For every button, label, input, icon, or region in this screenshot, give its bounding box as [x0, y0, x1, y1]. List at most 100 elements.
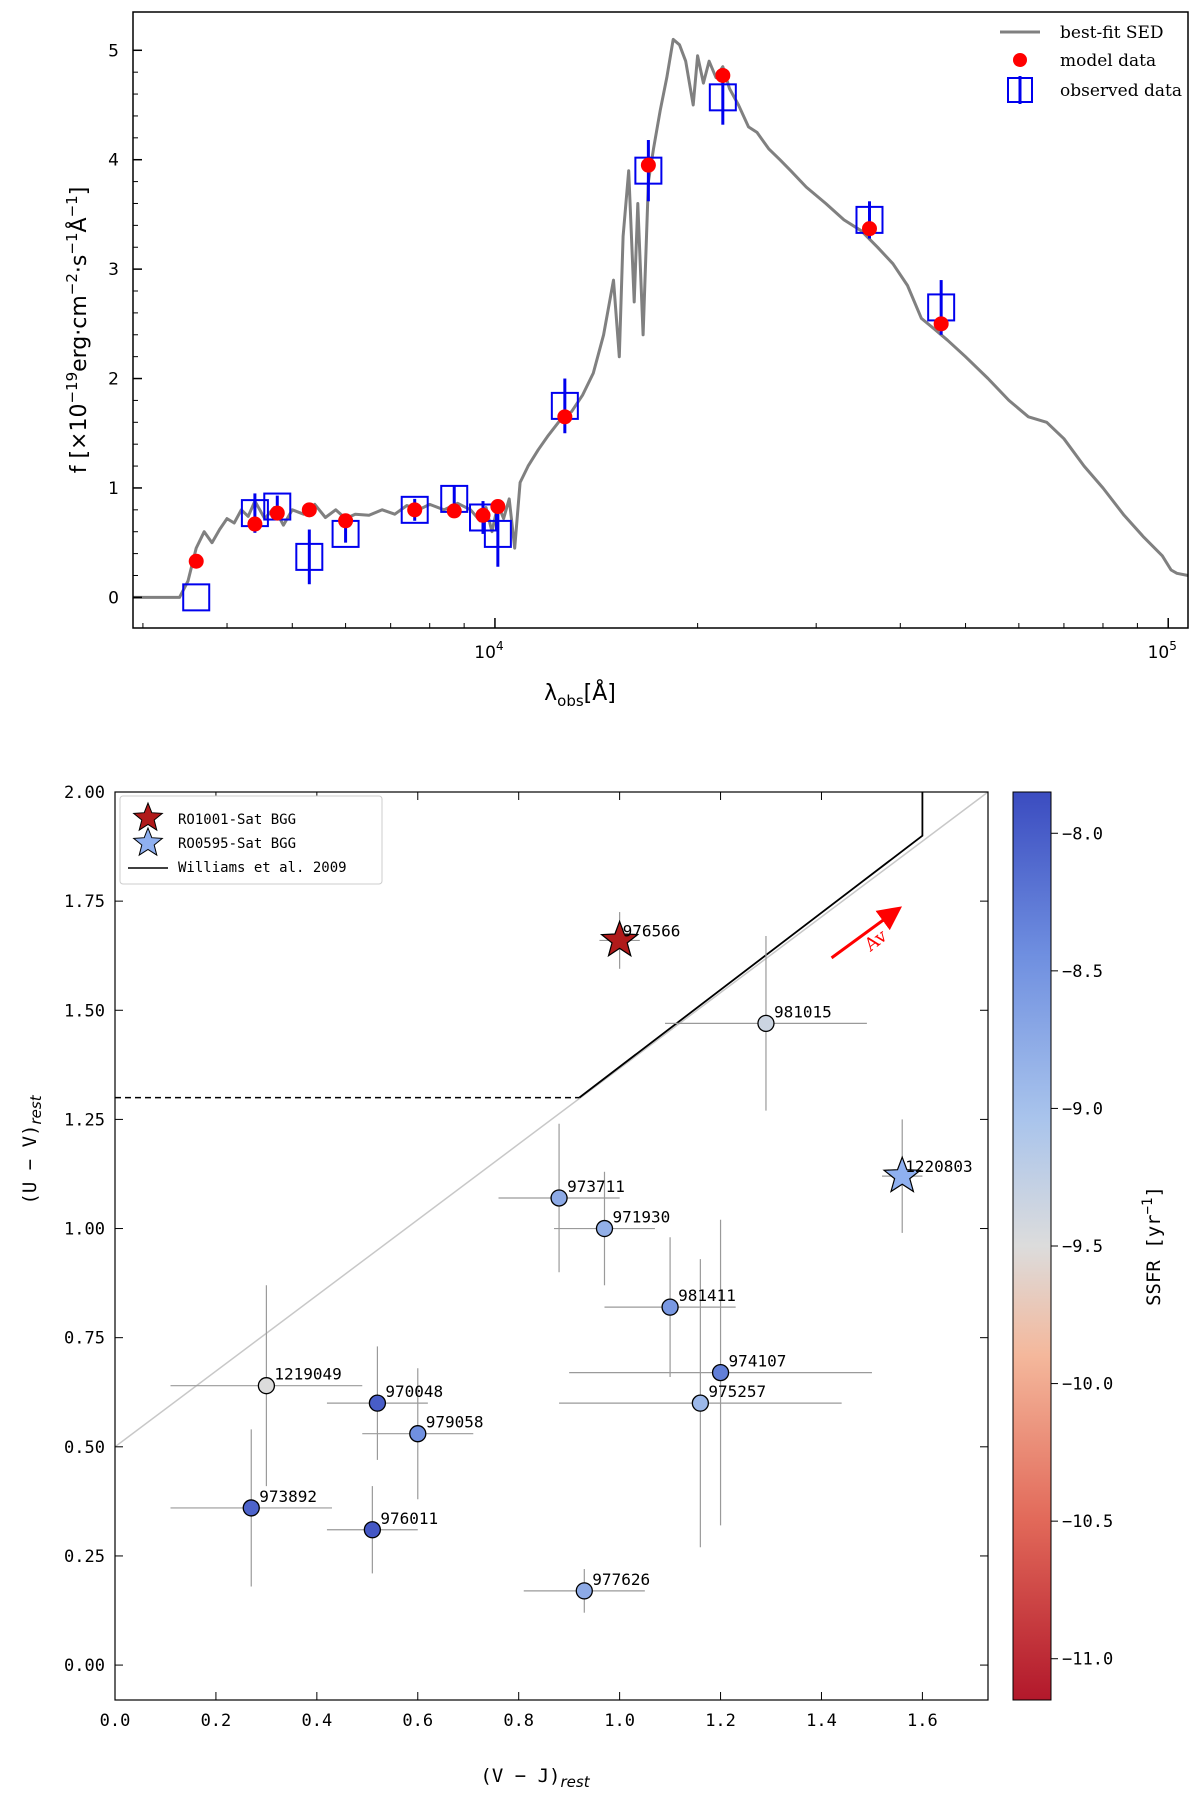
star-label-1220803: 1220803: [905, 1157, 972, 1176]
observed-point-0: [182, 583, 211, 612]
star-1220803: [882, 1155, 922, 1193]
uvj-x-axis-label: (V − J)rest: [480, 1765, 590, 1791]
galaxy-point-975257: [691, 1394, 710, 1412]
uvj-x-tick-label: 0.4: [301, 1711, 332, 1731]
galaxy-point-973892: [242, 1499, 260, 1517]
uvj-legend-box: [119, 795, 383, 885]
uvj-x-axis-label-main: (V − J): [480, 1765, 560, 1787]
uvj-y-tick-label: 2.00: [64, 783, 105, 803]
galaxy-point-970048: [368, 1394, 387, 1412]
galaxy-label-974107: 974107: [729, 1352, 787, 1371]
legend-star-red-icon: [132, 801, 164, 832]
observed-point-5: [400, 495, 429, 524]
uvj-x-tick-label: 1.0: [604, 1711, 635, 1731]
model-point-2: [269, 505, 285, 521]
uvj-y-tick-label: 1.00: [64, 1220, 105, 1240]
colorbar-tick-label: −9.5: [1062, 1237, 1103, 1257]
galaxy-label-971930: 971930: [612, 1208, 670, 1227]
sed-x-tick-label: 104: [474, 639, 503, 663]
sed-chart: 0 1 2 3 4 5 104 105 f [×10−19erg·cm−2·s−1Å−1] λ…: [63, 11, 1189, 710]
uvj-y-axis-label-main: (U − V): [19, 1125, 41, 1205]
galaxy-label-1219049: 1219049: [274, 1365, 341, 1384]
sed-axes: 0 1 2 3 4 5 104 105: [108, 11, 1189, 663]
colorbar-tick-label: −8.5: [1062, 962, 1103, 982]
galaxy-point-1219049: [257, 1377, 276, 1395]
galaxy-point-977626: [575, 1582, 593, 1600]
model-point-12: [861, 221, 877, 237]
galaxy-label-981411: 981411: [678, 1286, 736, 1305]
model-point-7: [475, 507, 491, 523]
star-976566: [599, 919, 640, 958]
uvj-y-tick-label: 1.50: [64, 1001, 105, 1021]
sed-x-axis-label: λobs[Å]: [544, 679, 616, 710]
model-point-13: [933, 316, 949, 332]
uvj-y-tick-label: 0.25: [64, 1547, 105, 1567]
sed-y-tick-label: 3: [108, 260, 119, 280]
model-point-5: [407, 502, 423, 518]
av-arrow-label: Av: [860, 925, 892, 956]
galaxy-point-974107: [711, 1363, 730, 1382]
uvj-chart: 981015 973711 971930 981411 974107 975257 1219…: [19, 783, 1165, 1791]
model-point-0: [188, 553, 204, 569]
colorbar-tick-label: −8.0: [1062, 824, 1103, 844]
galaxy-label-975257: 975257: [708, 1382, 766, 1401]
ssfr-colorbar: −8.0 −8.5 −9.0 −9.5 −10.0 −10.5 −11.0 SSFR [yr…: [1012, 791, 1165, 1701]
galaxy-label-973892: 973892: [259, 1487, 317, 1506]
model-point-11: [715, 67, 731, 83]
legend-label-williams: Williams et al. 2009: [178, 860, 347, 876]
uvj-diagonal-line: [114, 791, 989, 1448]
legend-label-ro1001: RO1001-Sat BGG: [178, 812, 296, 828]
galaxy-point-976011: [363, 1521, 382, 1539]
williams-line: [578, 792, 924, 1099]
uvj-y-tick-label: 1.75: [64, 892, 105, 912]
model-point-1: [247, 516, 263, 532]
colorbar-tick-label: −10.5: [1062, 1512, 1113, 1532]
legend-model-marker: [1013, 53, 1027, 67]
model-point-3: [301, 502, 317, 518]
uvj-y-tick-label: 0.50: [64, 1438, 105, 1458]
uvj-axes: 0.0 0.2 0.4 0.6 0.8 1.0 1.2 1.4 1.6 0.00 0.25 0.50 0…: [64, 783, 989, 1731]
legend-label-observed: observed data: [1060, 81, 1182, 101]
sed-legend: best-fit SED model data observed data: [1000, 23, 1182, 104]
colorbar-tick-label: −10.0: [1062, 1375, 1113, 1395]
uvj-y-axis-label-sub: rest: [27, 1094, 45, 1124]
uvj-x-tick-label: 1.2: [705, 1711, 736, 1731]
colorbar-ticks: −8.0 −8.5 −9.0 −9.5 −10.0 −10.5 −11.0: [1051, 824, 1113, 1670]
galaxy-label-976011: 976011: [380, 1509, 438, 1528]
legend-label-ro0595: RO0595-Sat BGG: [178, 836, 296, 852]
observed-data-layer: [182, 69, 956, 612]
sed-y-tick-label: 4: [108, 151, 119, 171]
uvj-y-axis-label: (U − V)rest: [19, 1094, 45, 1204]
colorbar-gradient: [1012, 791, 1052, 1701]
galaxy-point-979058: [409, 1425, 427, 1443]
galaxy-point-971930: [595, 1219, 614, 1238]
uvj-x-tick-label: 0.8: [503, 1711, 534, 1731]
galaxy-label-979058: 979058: [426, 1413, 484, 1432]
legend-star-blue-icon: [132, 826, 164, 857]
uvj-y-tick-label: 0.00: [64, 1656, 105, 1676]
galaxy-label-970048: 970048: [385, 1382, 443, 1401]
model-point-6: [446, 503, 462, 519]
sed-y-tick-label: 0: [108, 588, 119, 608]
uvj-frame: [114, 791, 989, 1701]
model-point-8: [490, 499, 506, 515]
uvj-y-tick-label: 0.75: [64, 1329, 105, 1349]
model-point-9: [557, 409, 573, 425]
av-arrow: [830, 906, 903, 960]
uvj-y-tick-label: 1.25: [64, 1110, 105, 1130]
galaxy-label-973711: 973711: [567, 1177, 625, 1196]
sed-x-tick-label: 105: [1148, 639, 1177, 663]
uvj-lines-layer: [114, 791, 989, 1448]
sed-y-tick-label: 1: [108, 479, 119, 499]
sed-frame: [132, 11, 1189, 629]
legend-label-model: model data: [1060, 51, 1156, 71]
uvj-x-tick-label: 1.4: [806, 1711, 837, 1731]
model-point-10: [640, 157, 656, 173]
uvj-legend: RO1001-Sat BGG RO0595-Sat BGG Williams e…: [119, 795, 383, 885]
galaxy-point-973711: [550, 1189, 568, 1207]
uvj-x-axis-label-sub: rest: [560, 1773, 590, 1791]
model-point-4: [338, 513, 354, 529]
colorbar-tick-label: −9.0: [1062, 1099, 1103, 1119]
uvj-x-tick-label: 1.6: [907, 1711, 938, 1731]
